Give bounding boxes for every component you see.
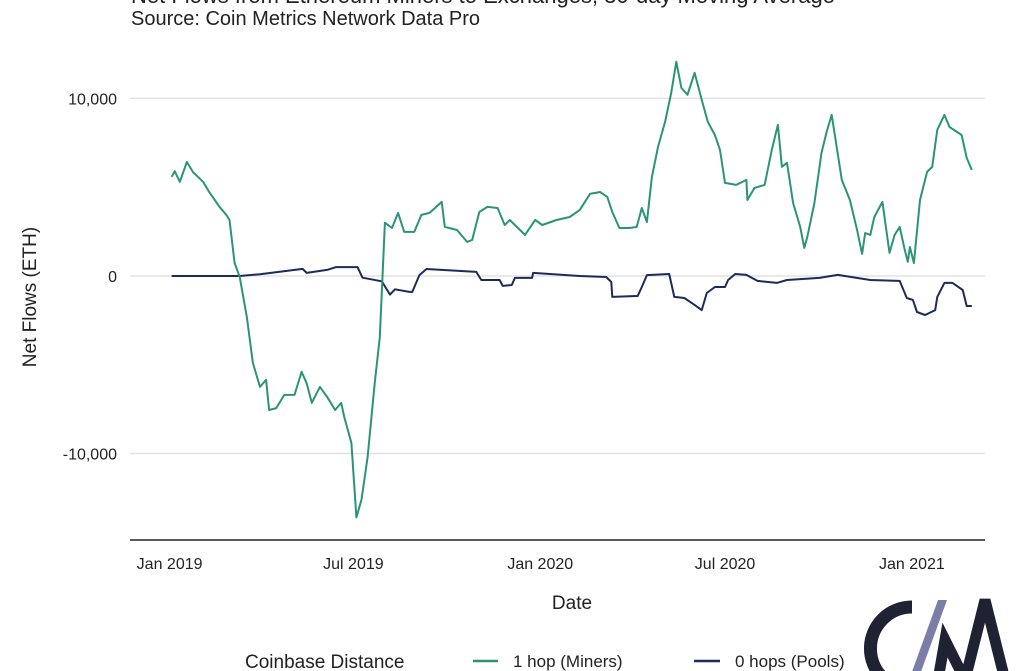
legend-label-miners: 1 hop (Miners): [513, 652, 623, 671]
x-tick-labels: Jan 2019 Jul 2019 Jan 2020 Jul 2020 Jan 2021: [137, 556, 945, 573]
logo-m-shape: [933, 598, 1009, 671]
chart-subtitle: Source: Coin Metrics Network Data Pro: [131, 8, 481, 30]
x-tick-label: Jan 2021: [879, 556, 945, 573]
y-tick-label: 10,000: [68, 91, 117, 108]
x-tick-label: Jul 2020: [695, 556, 756, 573]
y-tick-labels: 10,000 0 -10,000: [63, 91, 117, 463]
logo-slash: [912, 600, 947, 671]
gridlines: [130, 97, 985, 455]
y-tick-label: -10,000: [63, 447, 117, 464]
coin-metrics-logo: [864, 598, 1009, 671]
legend: Coinbase Distance 1 hop (Miners) 0 hops …: [245, 652, 845, 671]
chart-title: Net Flows from Ethereum Miners to Exchan…: [131, 0, 835, 9]
x-tick-label: Jan 2019: [137, 556, 203, 573]
x-tick-label: Jul 2019: [323, 556, 384, 573]
x-axis-label: Date: [552, 593, 592, 614]
legend-label-pools: 0 hops (Pools): [735, 652, 845, 671]
legend-title: Coinbase Distance: [245, 652, 404, 671]
y-axis-label: Net Flows (ETH): [20, 227, 41, 367]
logo-c-shape: [864, 600, 913, 671]
x-tick-label: Jan 2020: [507, 556, 573, 573]
y-tick-label: 0: [108, 269, 117, 286]
series-line-pools: [171, 266, 972, 316]
series-line-miners: [170, 60, 973, 519]
series-lines: [170, 60, 973, 519]
